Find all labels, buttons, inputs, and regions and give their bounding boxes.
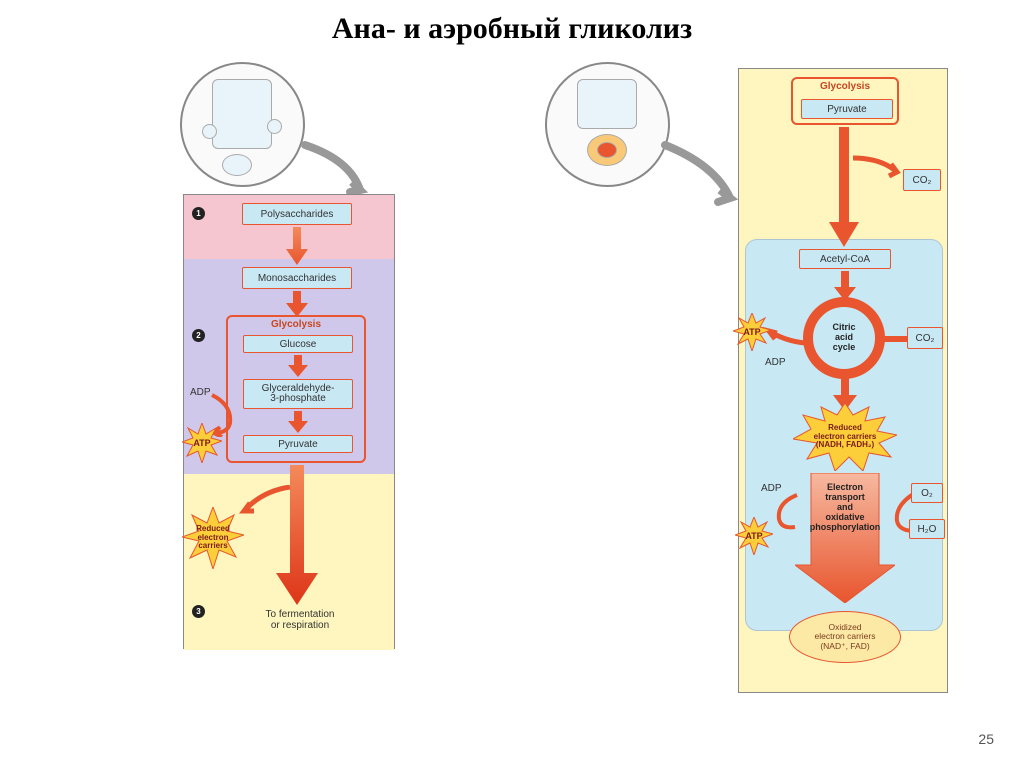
- box-co2-a: CO₂: [903, 169, 941, 191]
- reduced-burst-r: Reduced electron carriers (NADH, FADH₂): [793, 403, 897, 471]
- box-pyruvate-left: Pyruvate: [243, 435, 353, 453]
- etc-text: Electron transport and oxidative phospho…: [803, 483, 887, 532]
- atp-label-left: ATP: [193, 438, 210, 448]
- pointer-arrow-right: [660, 140, 750, 220]
- page-title: Ана- и аэробный гликолиз: [0, 0, 1024, 46]
- atp-burst-r1: ATP: [733, 313, 771, 351]
- box-h2o: H₂O: [909, 519, 945, 539]
- atp-burst-r2: ATP: [735, 517, 773, 555]
- glycolysis-header: Glycolysis: [228, 317, 364, 332]
- box-co2-b: CO₂: [907, 327, 943, 349]
- cell-diagram-right: [545, 62, 670, 187]
- box-o2: O₂: [911, 483, 943, 503]
- cell-diagram-left: [180, 62, 305, 187]
- arrow-r1: [829, 127, 859, 247]
- box-polysaccharides: Polysaccharides: [242, 203, 352, 225]
- citric-cycle: Citric acid cycle: [803, 297, 885, 379]
- glycolysis-group: Glycolysis Glucose Glyceraldehyde- 3-pho…: [226, 315, 366, 463]
- atp-label-r2: ATP: [745, 531, 762, 541]
- reduced-text-r: Reduced electron carriers (NADH, FADH₂): [800, 424, 890, 450]
- co2-branch-a: [851, 154, 911, 184]
- box-glucose: Glucose: [243, 335, 353, 353]
- arrow-3: [288, 355, 308, 377]
- reduced-text-left: Reduced electron carriers: [188, 525, 238, 551]
- arrow-2: [286, 291, 308, 317]
- atp-label-r1: ATP: [743, 327, 760, 337]
- box-g3p: Glyceraldehyde- 3-phosphate: [243, 379, 353, 409]
- left-panel: 1 2 3 Polysaccharides Monosaccharides Gl…: [183, 194, 395, 649]
- badge-3: 3: [192, 605, 205, 618]
- box-acetyl: Acetyl-CoA: [799, 249, 891, 269]
- box-pyruvate-r: Pyruvate: [801, 99, 893, 119]
- badge-1: 1: [192, 207, 205, 220]
- glycolysis-group-r: Glycolysis Pyruvate: [791, 77, 899, 125]
- oxidized-oval: Oxidized electron carriers (NAD⁺, FAD): [789, 611, 901, 663]
- page-number: 25: [978, 731, 994, 747]
- box-monosaccharides: Monosaccharides: [242, 267, 352, 289]
- arrow-1: [286, 227, 308, 265]
- g3p-l2: 3-phosphate: [270, 394, 326, 404]
- glyc-header-r: Glycolysis: [793, 79, 897, 94]
- reduced-burst-left: Reduced electron carriers: [182, 507, 244, 569]
- arrow-4: [288, 411, 308, 433]
- atp-burst-left: ATP: [182, 423, 222, 463]
- adp-curve-r2: [769, 493, 803, 533]
- badge-2: 2: [192, 329, 205, 342]
- right-panel: Glycolysis Pyruvate CO₂ Acetyl-CoA Citri…: [738, 68, 948, 693]
- footer-left: To fermentation or respiration: [250, 609, 350, 631]
